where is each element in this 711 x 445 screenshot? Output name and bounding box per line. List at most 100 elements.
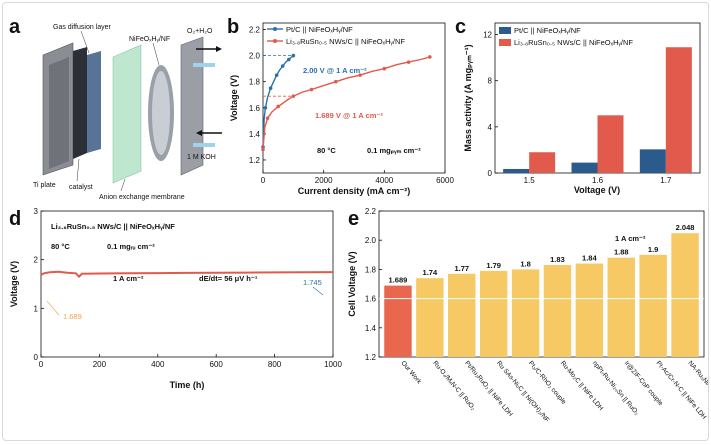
outlet-arrowhead-icon: [216, 46, 222, 52]
bar-c-pt: [571, 162, 598, 173]
panel-label-b: b: [227, 16, 239, 38]
annot-b-temp: 80 °C: [317, 146, 336, 155]
data-point-b: [334, 79, 338, 84]
bar-c-pt: [503, 168, 530, 173]
xtick-label-d: 1000: [324, 360, 342, 369]
data-point-b: [406, 60, 411, 64]
xtick-label-d: 800: [268, 360, 282, 369]
bar-c-pt: [639, 149, 666, 173]
bar-e: [607, 257, 635, 357]
ytick-label-d: 0: [34, 353, 39, 362]
electrolyzer-schematic: Gas diffusion layer NiFeOₓHᵧ/NF O₂+H₂O T…: [33, 24, 222, 201]
data-point-b: [261, 147, 265, 152]
annot-e-current: 1 A cm⁻²: [615, 234, 646, 243]
data-point-b: [428, 55, 432, 59]
plot-frame-e: [378, 210, 705, 358]
catalyst-layer: [73, 47, 87, 159]
leader-nifeo: [152, 42, 160, 66]
annot-d-end: 1.745: [303, 278, 322, 287]
bar-e: [448, 273, 476, 357]
ytick-label-e: 1.2: [365, 353, 377, 362]
ytick-label-b: 1.6: [249, 104, 261, 113]
xlabel-b: Current density (mA cm⁻²): [298, 186, 410, 196]
series-line-b-1: [262, 56, 430, 150]
ytick-label-c: 0: [488, 169, 493, 178]
bar-value-label-e: 1.84: [582, 254, 597, 263]
xtick-label-b: 0: [261, 176, 266, 185]
label-catalyst: catalyst: [69, 184, 93, 191]
bar-e: [543, 265, 572, 357]
bar-value-label-e: 1.79: [486, 261, 501, 270]
inlet-arrowhead-icon: [196, 130, 202, 136]
panel-label-c: c: [455, 16, 466, 38]
bar-c-li: [529, 152, 556, 173]
ytick-label-b: 2.0: [249, 52, 261, 61]
annot-d-rate: dE/dt= 56 μV h⁻¹: [199, 274, 258, 283]
data-point-b: [291, 53, 296, 58]
label-ti-plate: Ti plate: [33, 182, 56, 189]
series-line-d: [40, 270, 334, 279]
data-point-b: [382, 66, 387, 71]
bar-value-label-e: 2.048: [676, 223, 695, 232]
legend-c-swatch-pt: [499, 27, 511, 34]
xtick-label-e: Our Work: [399, 360, 423, 386]
bar-value-label-e: 1.8: [520, 259, 530, 268]
ytick-label-b: 1.2: [249, 156, 261, 165]
series-line-b-0: [262, 55, 294, 147]
label-o2-h2o: O₂+H₂O: [187, 28, 213, 35]
leader-d-start: [46, 300, 60, 316]
bar-e: [511, 269, 540, 357]
plot-frame-d: [40, 210, 334, 358]
ytick-label-d: 3: [34, 207, 39, 216]
legend-c-pt: Pt/C || NiFeOₓHᵧ/NF: [514, 26, 581, 35]
annot-d-start: 1.689: [63, 312, 82, 321]
xtick-label-d: 200: [93, 360, 107, 369]
xtick-label-c: 1.5: [524, 176, 536, 185]
label-koh: 1 M KOH: [187, 154, 216, 161]
annot-b-1689v: 1.689 V @ 1 A cm⁻²: [315, 111, 383, 120]
bar-e: [479, 270, 508, 357]
bar-value-label-e: 1.83: [550, 255, 565, 264]
leader-catalyst: [76, 158, 80, 182]
annot-b-loading: 0.1 mgₚᵧₘ cm⁻²: [367, 146, 421, 155]
xlabel-c: Voltage (V): [574, 185, 620, 195]
ytick-label-c: 12: [483, 31, 492, 40]
legend-c-swatch-li: [499, 39, 511, 46]
ylabel-d: Voltage (V): [9, 261, 19, 307]
ylabel-b: Voltage (V): [229, 75, 239, 121]
polarization-chart: 0 2000 4000 6000 1.2 1.4 1.6 1.8 2.0 2.2 Pt/C || …: [229, 22, 454, 196]
leader-membrane: [120, 178, 126, 192]
xtick-label-c: 1.6: [592, 176, 604, 185]
ytick-label-d: 1: [34, 304, 39, 313]
bar-e: [384, 285, 412, 357]
bar-value-label-e: 1.9: [648, 245, 658, 254]
legend-b-li: Li₃.₈RuSn₀.₅ NWs/C || NiFeOₓHᵧ/NF: [286, 37, 405, 46]
xlabel-d: Time (h): [170, 380, 205, 390]
legend-c-li: Li₃.₈RuSn₀.₅ NWs/C || NiFeOₓHᵧ/NF: [514, 38, 633, 47]
data-point-b: [263, 105, 268, 110]
ylabel-e: Cell Voltage (V): [347, 251, 357, 316]
ytick-label-b: 1.4: [249, 130, 261, 139]
panel-label-a: a: [9, 16, 21, 38]
xtick-label-d: 0: [39, 360, 44, 369]
xtick-label-b: 2000: [315, 176, 333, 185]
annot-b-200v: 2.00 V @ 1 A cm⁻²: [303, 66, 367, 75]
leader-gdl: [80, 30, 90, 54]
data-point-b: [265, 116, 270, 121]
stability-chart: 0 200 400 600 800 1000 0 1 2 3 Li₃.₈RuSn₀.₅ NWs/C…: [9, 207, 342, 390]
data-point-b: [358, 73, 362, 77]
nifeo-foam-inner: [152, 71, 170, 155]
leader-d-end: [312, 286, 324, 296]
legend-b-marker-pt: [273, 27, 277, 31]
annot-d-catalyst: Li₃.₈RuSn₀.₅ NWs/C || NiFeOₓHᵧ/NF: [51, 222, 175, 231]
ytick-label-e: 1.6: [365, 295, 377, 304]
bar-value-label-e: 1.74: [423, 268, 438, 277]
xtick-label-d: 400: [151, 360, 165, 369]
ytick-label-e: 2.2: [365, 207, 377, 216]
bar-e: [671, 233, 699, 357]
ytick-label-d: 2: [34, 256, 39, 265]
data-point-b: [268, 86, 273, 91]
plot-frame-b: [262, 22, 446, 174]
ytick-label-b: 1.8: [249, 78, 261, 87]
